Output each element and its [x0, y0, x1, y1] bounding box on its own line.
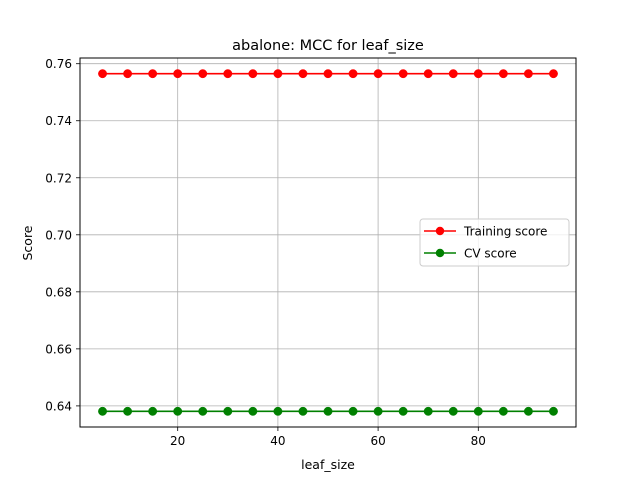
- x-tick-label: 20: [170, 434, 185, 448]
- data-point: [473, 69, 483, 79]
- y-tick-label: 0.70: [45, 228, 72, 242]
- data-point: [173, 69, 183, 79]
- data-point: [448, 69, 458, 79]
- series-layer: [98, 69, 558, 416]
- data-point: [423, 69, 433, 79]
- data-point: [273, 406, 283, 416]
- data-point: [348, 406, 358, 416]
- legend-swatch-marker: [435, 248, 445, 258]
- x-axis-label: leaf_size: [301, 457, 355, 472]
- grid: [80, 58, 576, 427]
- data-point: [173, 406, 183, 416]
- data-point: [523, 406, 533, 416]
- data-point: [323, 69, 333, 79]
- data-point: [549, 406, 558, 416]
- data-point: [98, 69, 107, 79]
- data-point: [148, 69, 158, 79]
- data-point: [498, 69, 508, 79]
- x-tick-label: 80: [471, 434, 486, 448]
- data-point: [323, 406, 333, 416]
- data-point: [298, 406, 308, 416]
- data-point: [198, 406, 208, 416]
- plot-frame: [79, 57, 577, 428]
- x-tick-label: 40: [270, 434, 285, 448]
- y-axis-label: Score: [20, 225, 35, 260]
- data-point: [123, 69, 133, 79]
- data-point: [223, 69, 233, 79]
- y-tick-label: 0.66: [45, 342, 72, 356]
- data-point: [498, 406, 508, 416]
- data-point: [273, 69, 283, 79]
- y-tick-label: 0.72: [45, 171, 72, 185]
- data-point: [523, 69, 533, 79]
- data-point: [98, 406, 107, 416]
- chart-title: abalone: MCC for leaf_size: [232, 38, 424, 54]
- legend-label: CV score: [464, 247, 517, 261]
- legend-box: [419, 218, 570, 267]
- axis-ticks: 20 40 60 80 0.64 0.66 0.68 0.70 0.72 0.74 0.76: [45, 57, 486, 448]
- data-point: [373, 69, 383, 79]
- data-point: [549, 69, 558, 79]
- data-point: [123, 406, 133, 416]
- data-point: [398, 406, 408, 416]
- data-point: [348, 69, 358, 79]
- data-point: [298, 69, 308, 79]
- data-point: [148, 406, 158, 416]
- y-tick-label: 0.74: [45, 114, 72, 128]
- y-tick-label: 0.64: [45, 399, 72, 413]
- data-point: [398, 69, 408, 79]
- data-point: [423, 406, 433, 416]
- data-point: [198, 69, 208, 79]
- data-point: [223, 406, 233, 416]
- data-point: [373, 406, 383, 416]
- y-tick-label: 0.76: [45, 57, 72, 71]
- legend-swatch-marker: [435, 226, 445, 236]
- data-point: [473, 406, 483, 416]
- legend: Training score CV score: [419, 218, 570, 267]
- data-point: [248, 69, 258, 79]
- y-tick-label: 0.68: [45, 285, 72, 299]
- legend-label: Training score: [463, 225, 547, 239]
- x-tick-label: 60: [370, 434, 385, 448]
- data-point: [248, 406, 258, 416]
- data-point: [448, 406, 458, 416]
